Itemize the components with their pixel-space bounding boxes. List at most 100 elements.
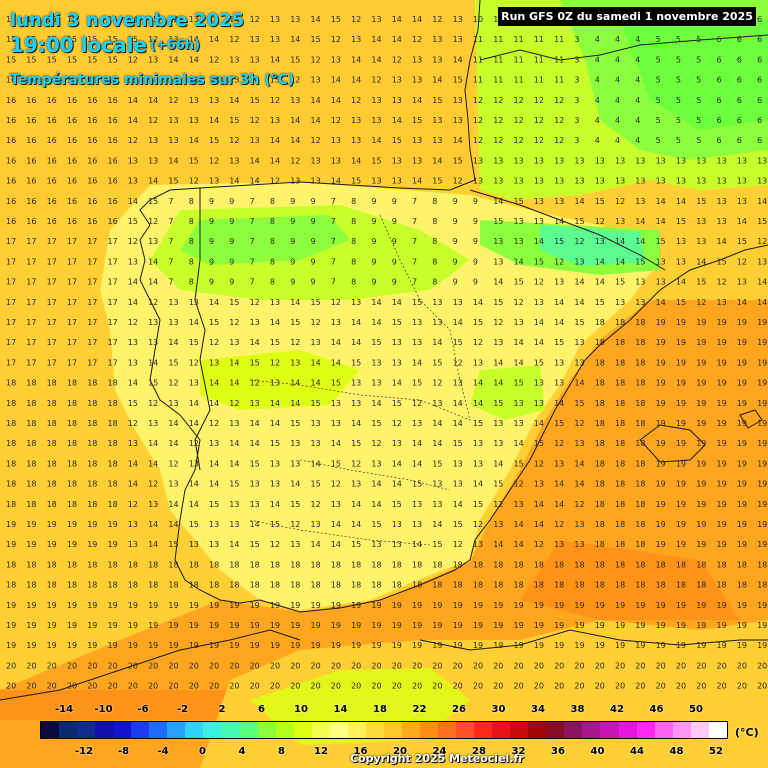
svg-text:14: 14 [189,55,199,64]
color-scale-swatch [419,722,439,738]
color-scale-swatch [311,722,330,738]
svg-text:19: 19 [6,621,16,630]
svg-text:15: 15 [534,257,544,266]
svg-text:19: 19 [473,641,483,650]
svg-text:14: 14 [311,459,321,468]
svg-text:13: 13 [412,55,422,64]
svg-text:12: 12 [311,500,321,509]
svg-text:15: 15 [392,500,402,509]
scale-tick-upper: 26 [452,704,466,715]
svg-text:13: 13 [493,419,503,428]
scale-tick-lower: 0 [199,746,206,757]
svg-text:19: 19 [108,621,118,630]
svg-text:18: 18 [87,439,97,448]
svg-text:5: 5 [696,116,701,125]
svg-text:18: 18 [6,560,16,569]
svg-text:13: 13 [270,480,280,489]
svg-text:13: 13 [635,156,645,165]
svg-text:19: 19 [534,621,544,630]
svg-text:13: 13 [209,96,219,105]
svg-text:15: 15 [189,520,199,529]
svg-text:19: 19 [737,399,747,408]
svg-text:5: 5 [676,96,681,105]
svg-text:12: 12 [615,197,625,206]
svg-text:7: 7 [331,278,336,287]
svg-text:20: 20 [351,661,361,670]
svg-text:15: 15 [656,237,666,246]
svg-text:18: 18 [757,560,767,569]
svg-text:12: 12 [392,419,402,428]
svg-text:20: 20 [514,682,524,691]
svg-text:12: 12 [757,237,767,246]
svg-text:14: 14 [270,156,280,165]
scale-tick-upper: 10 [294,704,308,715]
svg-text:13: 13 [717,177,727,186]
svg-text:18: 18 [432,581,442,590]
svg-text:13: 13 [148,419,158,428]
svg-text:19: 19 [676,500,686,509]
svg-text:13: 13 [189,540,199,549]
color-scale-swatch [347,722,366,738]
svg-text:14: 14 [392,298,402,307]
svg-text:14: 14 [189,318,199,327]
svg-text:13: 13 [737,278,747,287]
svg-text:20: 20 [514,661,524,670]
svg-text:18: 18 [554,560,564,569]
svg-text:11: 11 [493,55,503,64]
svg-text:15: 15 [331,459,341,468]
svg-text:14: 14 [229,459,239,468]
svg-text:13: 13 [392,540,402,549]
color-scale-swatch [95,722,114,738]
svg-text:19: 19 [737,601,747,610]
svg-text:6: 6 [757,136,762,145]
svg-text:19: 19 [189,641,199,650]
svg-text:19: 19 [371,621,381,630]
svg-text:17: 17 [47,298,57,307]
svg-text:13: 13 [392,439,402,448]
svg-text:4: 4 [615,116,620,125]
color-scale-swatch [77,722,96,738]
svg-text:13: 13 [635,197,645,206]
svg-text:15: 15 [574,399,584,408]
svg-text:14: 14 [392,379,402,388]
svg-text:13: 13 [128,358,138,367]
svg-text:18: 18 [87,500,97,509]
svg-text:12: 12 [189,76,199,85]
svg-text:9: 9 [311,278,316,287]
svg-text:12: 12 [189,439,199,448]
svg-text:18: 18 [615,500,625,509]
svg-text:14: 14 [168,338,178,347]
svg-text:19: 19 [148,621,158,630]
svg-text:19: 19 [615,621,625,630]
svg-text:18: 18 [493,581,503,590]
svg-text:13: 13 [311,439,321,448]
svg-text:20: 20 [635,682,645,691]
svg-text:11: 11 [534,55,544,64]
svg-text:13: 13 [148,55,158,64]
svg-text:16: 16 [26,177,36,186]
svg-text:12: 12 [432,15,442,24]
svg-text:13: 13 [595,156,605,165]
svg-text:12: 12 [331,480,341,489]
svg-text:13: 13 [717,217,727,226]
svg-text:18: 18 [108,581,118,590]
svg-text:4: 4 [615,76,620,85]
svg-text:6: 6 [717,35,722,44]
svg-text:15: 15 [47,15,57,24]
svg-text:19: 19 [108,520,118,529]
svg-text:18: 18 [615,581,625,590]
svg-text:13: 13 [371,379,381,388]
scale-tick-upper: 22 [412,704,427,715]
svg-text:12: 12 [128,237,138,246]
svg-text:15: 15 [311,35,321,44]
svg-text:18: 18 [209,560,219,569]
svg-text:18: 18 [595,358,605,367]
svg-text:9: 9 [209,197,214,206]
svg-text:19: 19 [696,318,706,327]
svg-text:13: 13 [574,540,584,549]
svg-text:19: 19 [696,459,706,468]
color-scale-swatch [113,722,132,738]
svg-text:17: 17 [6,237,16,246]
svg-text:15: 15 [554,237,564,246]
color-scale-swatch [185,722,204,738]
